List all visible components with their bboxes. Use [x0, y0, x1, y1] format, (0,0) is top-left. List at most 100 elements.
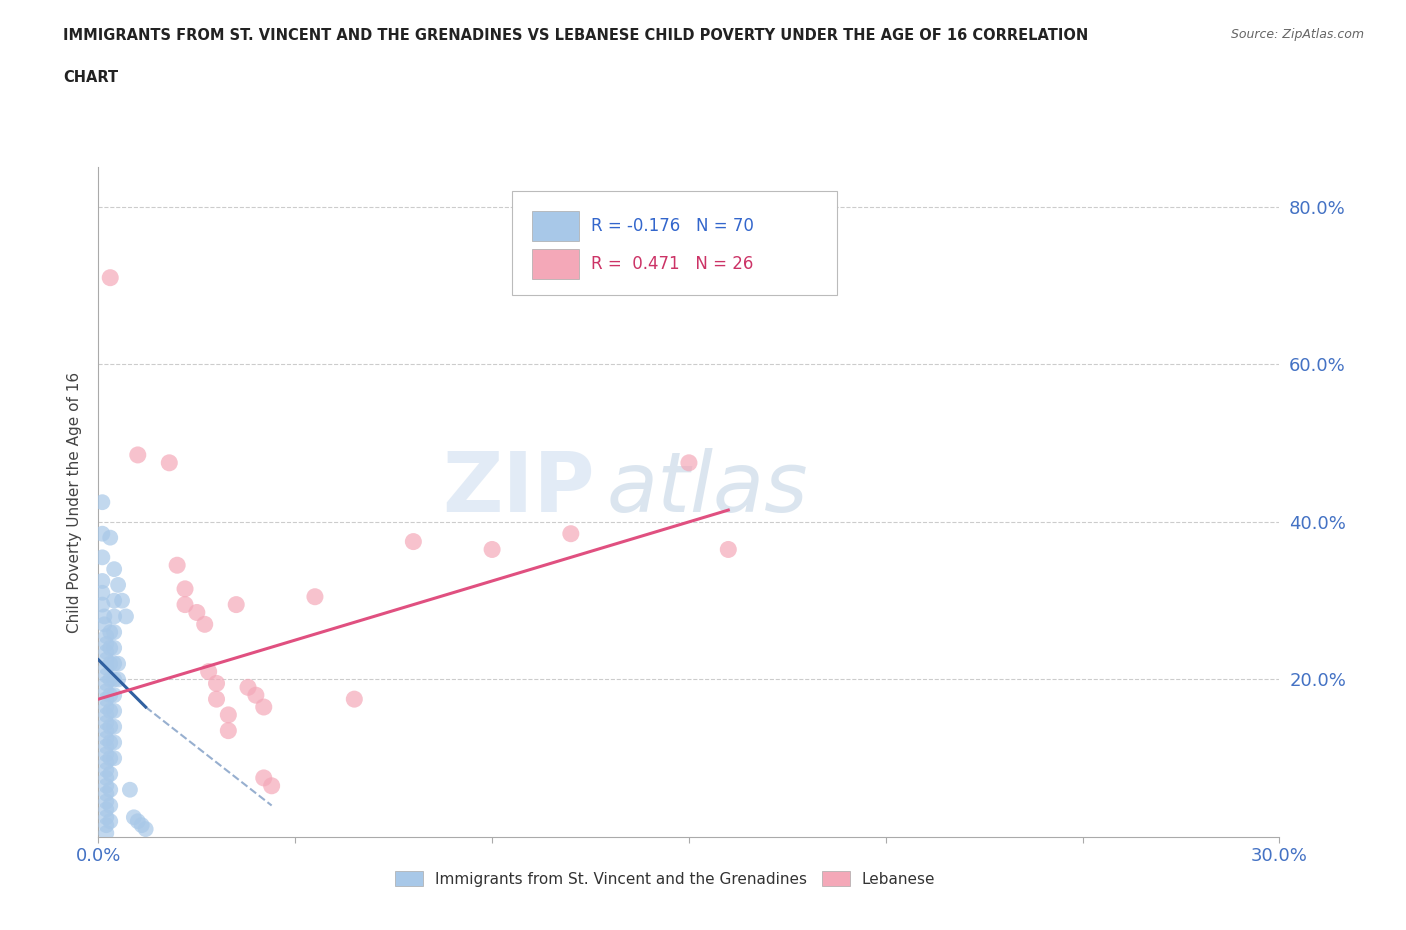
- Point: [96, 731, 118, 746]
- Point: [103, 562, 125, 577]
- Point: [103, 688, 125, 703]
- Point: [560, 526, 582, 541]
- Point: [96, 747, 118, 762]
- Point: [98, 657, 121, 671]
- Point: [96, 724, 118, 738]
- Point: [103, 625, 125, 640]
- Point: [98, 814, 121, 829]
- Point: [96, 660, 118, 675]
- Text: CHART: CHART: [63, 70, 118, 85]
- Y-axis label: Child Poverty Under the Age of 16: Child Poverty Under the Age of 16: [67, 372, 83, 632]
- Point: [91, 495, 114, 510]
- Point: [96, 786, 118, 801]
- Point: [127, 447, 149, 462]
- Point: [98, 798, 121, 813]
- Point: [115, 609, 138, 624]
- Point: [236, 680, 259, 695]
- Point: [127, 814, 149, 829]
- Point: [197, 664, 219, 679]
- Point: [96, 817, 118, 832]
- Point: [96, 763, 118, 777]
- Point: [131, 817, 153, 832]
- Point: [96, 810, 118, 825]
- Point: [98, 751, 121, 765]
- Point: [96, 826, 118, 841]
- Point: [304, 590, 326, 604]
- Point: [98, 766, 121, 781]
- Point: [122, 810, 145, 825]
- Point: [103, 657, 125, 671]
- Point: [103, 641, 125, 656]
- Point: [96, 794, 118, 809]
- Point: [96, 676, 118, 691]
- Point: [96, 652, 118, 667]
- Point: [96, 629, 118, 644]
- Point: [98, 782, 121, 797]
- Point: [194, 617, 217, 631]
- Point: [103, 593, 125, 608]
- Point: [103, 703, 125, 718]
- Text: R =  0.471   N = 26: R = 0.471 N = 26: [591, 255, 754, 272]
- Point: [217, 724, 239, 738]
- Point: [157, 456, 180, 471]
- Point: [91, 585, 114, 600]
- Point: [96, 770, 118, 785]
- Point: [98, 271, 121, 286]
- Point: [205, 692, 228, 707]
- Point: [96, 684, 118, 698]
- Point: [245, 688, 267, 703]
- Text: Source: ZipAtlas.com: Source: ZipAtlas.com: [1230, 28, 1364, 41]
- Point: [343, 692, 366, 707]
- Point: [174, 581, 197, 596]
- Text: ZIP: ZIP: [441, 448, 595, 529]
- Point: [96, 668, 118, 683]
- Point: [91, 574, 114, 589]
- Point: [96, 699, 118, 714]
- Point: [402, 534, 425, 549]
- Point: [118, 782, 141, 797]
- Point: [93, 609, 115, 624]
- Point: [98, 703, 121, 718]
- Point: [166, 558, 188, 573]
- Point: [225, 597, 247, 612]
- Point: [107, 672, 129, 687]
- Point: [205, 676, 228, 691]
- Bar: [531, 249, 579, 279]
- Point: [91, 526, 114, 541]
- Text: atlas: atlas: [606, 448, 808, 529]
- Point: [96, 636, 118, 651]
- Point: [98, 641, 121, 656]
- Point: [678, 456, 700, 471]
- Point: [96, 715, 118, 730]
- Bar: [531, 211, 579, 241]
- Point: [96, 778, 118, 793]
- Point: [98, 688, 121, 703]
- Point: [717, 542, 740, 557]
- Point: [98, 530, 121, 545]
- Point: [174, 597, 197, 612]
- Point: [103, 719, 125, 734]
- Text: R = -0.176   N = 70: R = -0.176 N = 70: [591, 217, 754, 234]
- Point: [93, 617, 115, 631]
- Point: [96, 739, 118, 754]
- Point: [98, 719, 121, 734]
- Point: [107, 657, 129, 671]
- Point: [96, 644, 118, 659]
- Point: [96, 692, 118, 707]
- Point: [98, 625, 121, 640]
- Point: [98, 735, 121, 750]
- Point: [96, 708, 118, 723]
- Point: [481, 542, 503, 557]
- Point: [103, 672, 125, 687]
- Point: [103, 751, 125, 765]
- Point: [91, 597, 114, 612]
- Point: [260, 778, 283, 793]
- Point: [253, 770, 276, 785]
- Point: [253, 699, 276, 714]
- Point: [111, 593, 134, 608]
- Point: [186, 605, 208, 620]
- Point: [91, 550, 114, 565]
- Point: [217, 708, 239, 723]
- Point: [107, 578, 129, 592]
- FancyBboxPatch shape: [512, 191, 837, 295]
